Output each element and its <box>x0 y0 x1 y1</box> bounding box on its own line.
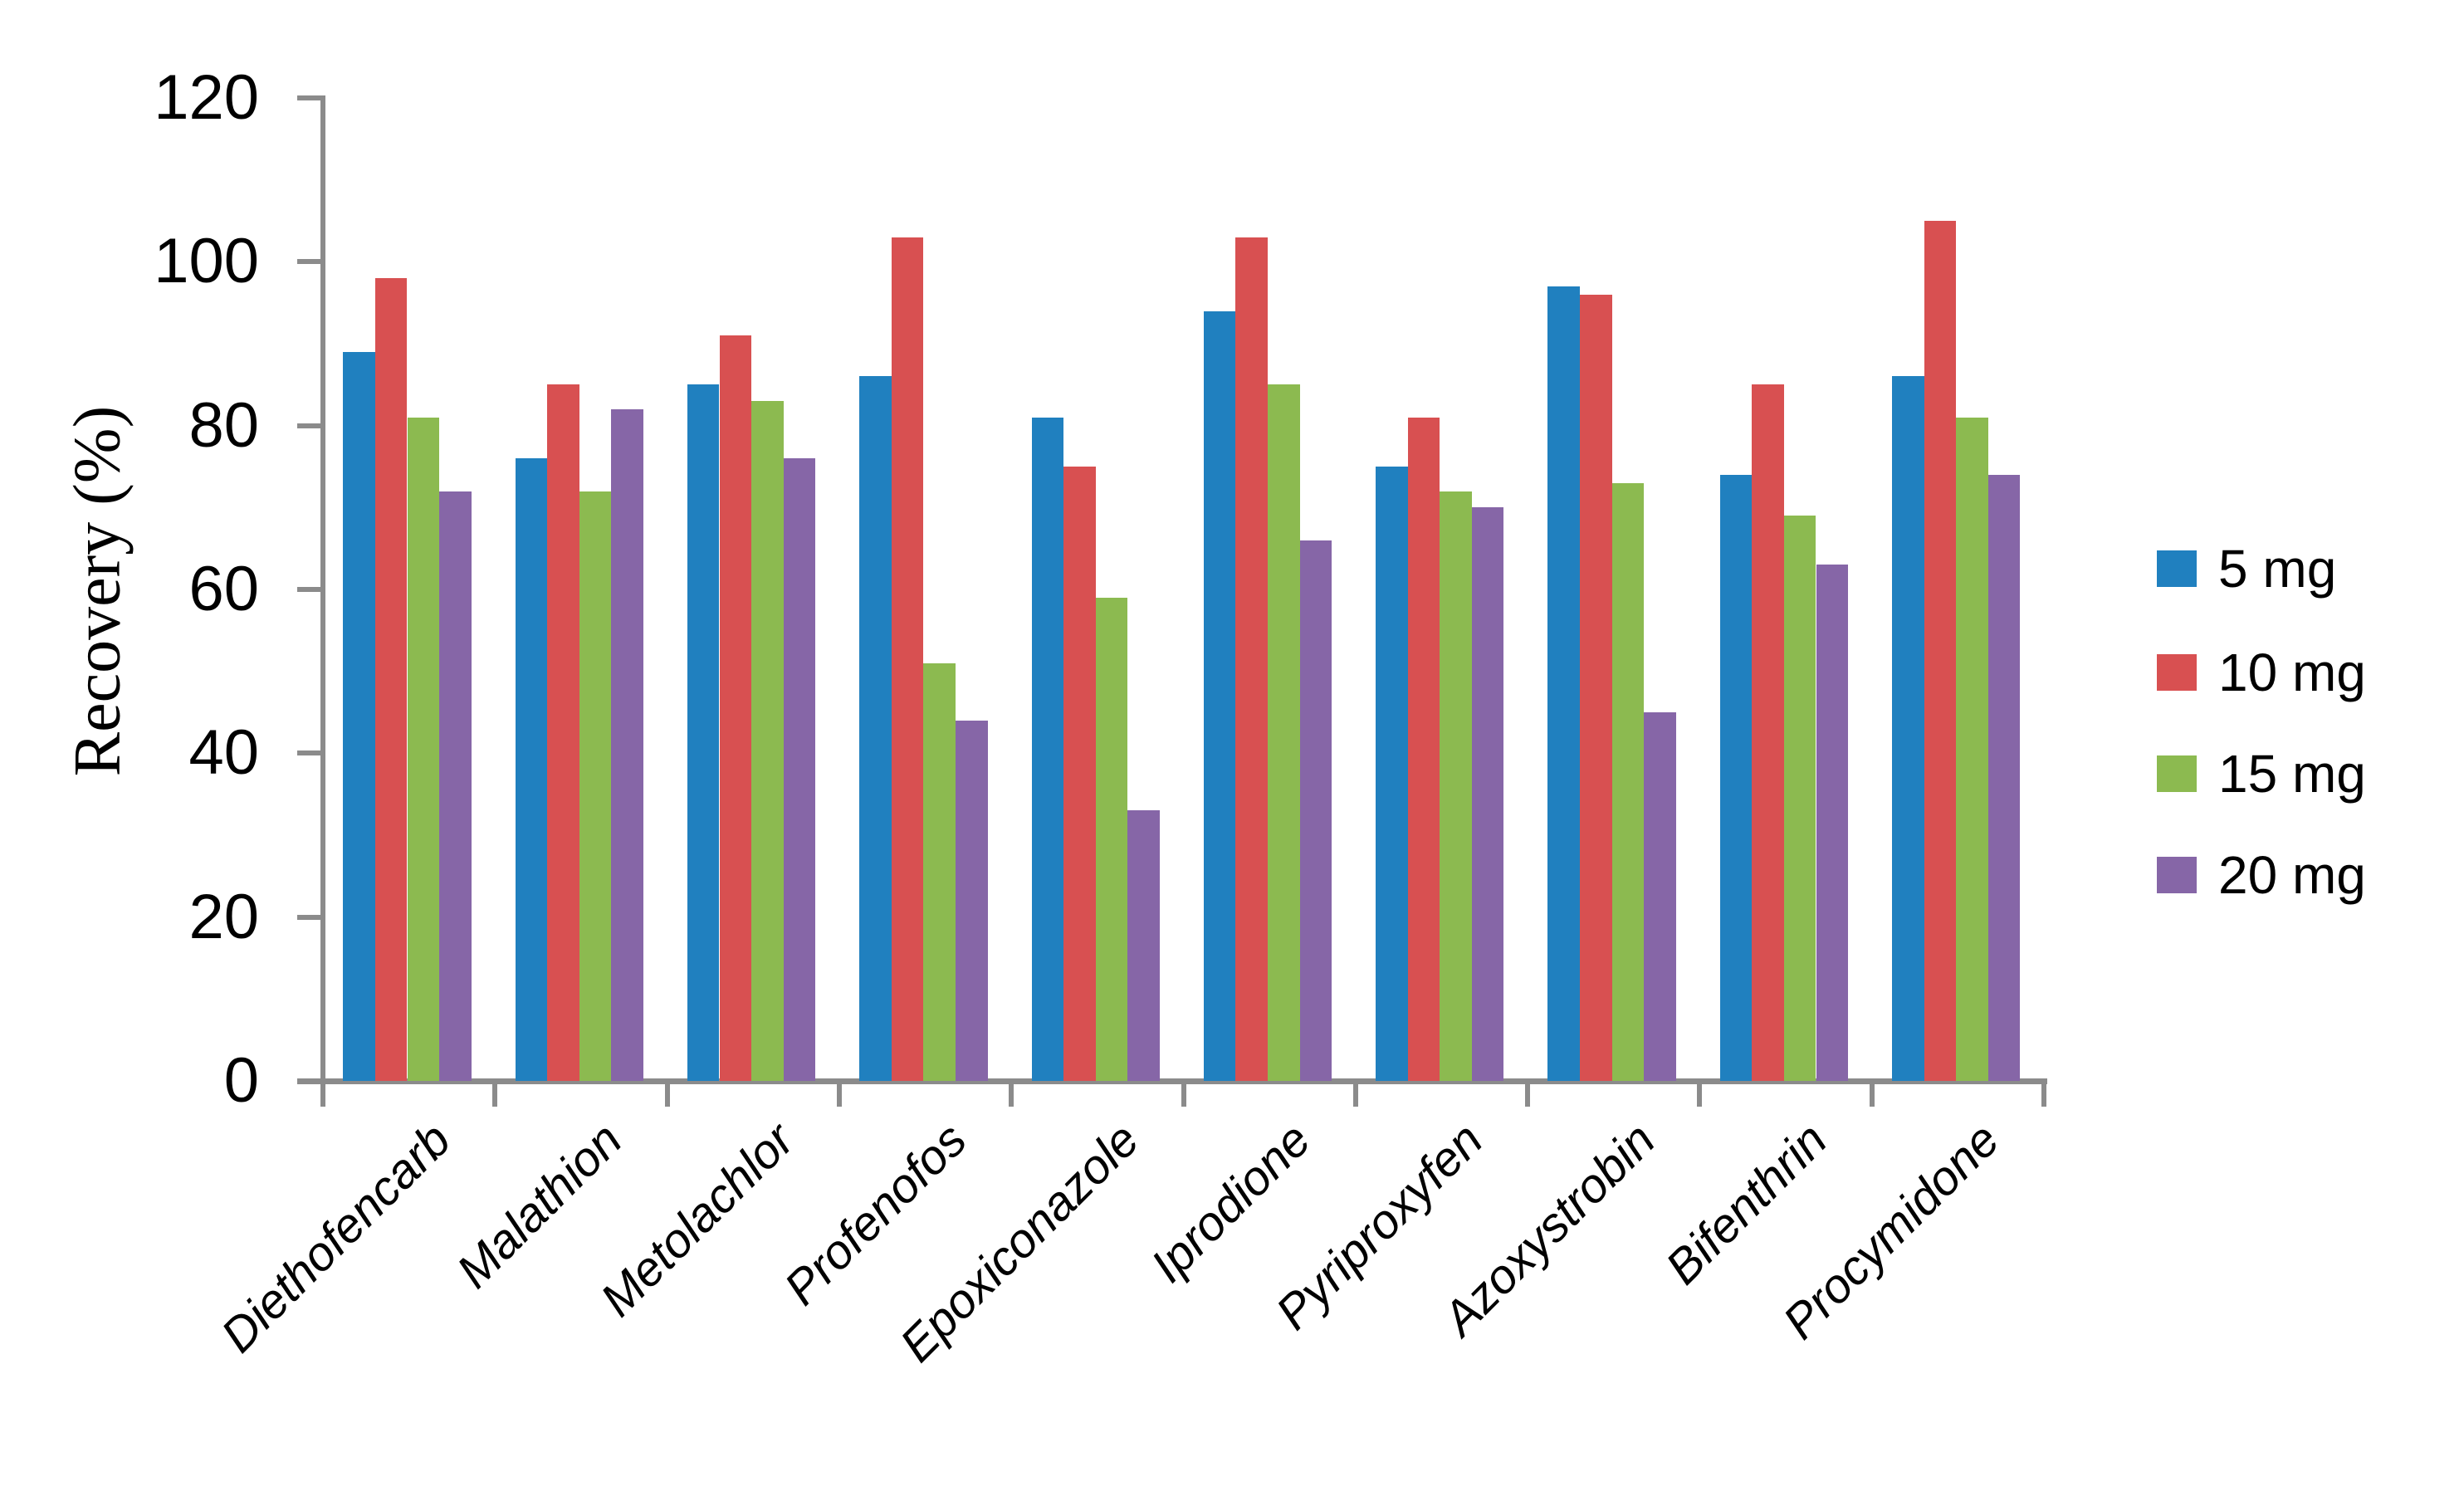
legend-entry-5mg: 5 mg <box>2157 542 2464 595</box>
x-tick <box>1869 1081 1875 1107</box>
x-tick <box>492 1081 498 1107</box>
y-tick <box>297 914 325 920</box>
bar-10mg-profenofos <box>891 237 924 1081</box>
bar-10mg-malathion <box>547 384 579 1081</box>
bar-5mg-profenofos <box>859 376 892 1081</box>
y-tick-label: 80 <box>188 389 259 461</box>
y-tick <box>297 750 325 756</box>
y-tick <box>297 259 325 265</box>
legend-entry-10mg: 10 mg <box>2157 646 2464 699</box>
legend-label-5mg: 5 mg <box>2218 539 2337 599</box>
bar-10mg-azoxystrobin <box>1580 294 1612 1081</box>
y-tick <box>297 586 325 592</box>
x-category-label: Iprodione <box>1141 1112 1322 1293</box>
x-tick <box>836 1081 842 1107</box>
x-tick <box>1009 1081 1014 1107</box>
bar-20mg-iprodione <box>1299 540 1332 1081</box>
bar-10mg-diethofencarb <box>374 278 408 1081</box>
x-tick <box>1697 1081 1703 1107</box>
x-tick <box>320 1081 325 1107</box>
bar-15mg-iprodione <box>1268 384 1300 1081</box>
bar-20mg-metolachlor <box>783 458 816 1081</box>
legend-label-15mg: 15 mg <box>2218 744 2366 804</box>
legend-entry-15mg: 15 mg <box>2157 747 2464 800</box>
bar-15mg-profenofos <box>923 662 956 1081</box>
y-tick <box>297 95 325 100</box>
legend-label-20mg: 20 mg <box>2218 845 2366 905</box>
y-tick-label: 20 <box>188 881 259 952</box>
legend-swatch-5mg <box>2157 550 2197 587</box>
x-tick <box>664 1081 670 1107</box>
bar-15mg-bifenthrin <box>1783 516 1816 1081</box>
bar-10mg-epoxiconazole <box>1063 466 1096 1081</box>
x-category-label: Diethofencarb <box>210 1112 461 1363</box>
y-tick-label: 60 <box>188 553 259 624</box>
bar-20mg-procymidone <box>1987 474 2021 1081</box>
x-tick <box>1525 1081 1531 1107</box>
bar-5mg-diethofencarb <box>343 351 375 1081</box>
bar-5mg-malathion <box>515 458 548 1081</box>
y-tick <box>297 423 325 428</box>
bar-20mg-malathion <box>611 408 643 1081</box>
y-tick <box>297 1078 325 1083</box>
bar-15mg-epoxiconazole <box>1095 597 1128 1081</box>
bar-15mg-diethofencarb <box>407 417 440 1081</box>
bar-15mg-malathion <box>579 491 612 1081</box>
bar-5mg-bifenthrin <box>1719 474 1753 1081</box>
x-category-label: Bifenthrin <box>1655 1112 1838 1295</box>
bar-15mg-procymidone <box>1956 417 1988 1081</box>
bar-10mg-pyriproxyfen <box>1407 417 1440 1081</box>
bar-5mg-epoxiconazole <box>1031 417 1064 1081</box>
bar-20mg-profenofos <box>956 720 988 1081</box>
bar-15mg-metolachlor <box>751 401 784 1081</box>
y-tick-label: 120 <box>154 61 259 133</box>
x-tick <box>1181 1081 1186 1107</box>
y-tick-label: 0 <box>223 1045 259 1116</box>
bar-10mg-bifenthrin <box>1752 384 1784 1081</box>
x-tick <box>1352 1081 1358 1107</box>
legend-swatch-20mg <box>2157 857 2197 893</box>
bar-5mg-iprodione <box>1203 310 1236 1081</box>
bar-20mg-epoxiconazole <box>1127 810 1160 1081</box>
bar-10mg-metolachlor <box>719 335 752 1081</box>
legend-swatch-15mg <box>2157 755 2197 792</box>
bar-10mg-iprodione <box>1235 237 1268 1081</box>
x-tick <box>2041 1081 2046 1107</box>
y-tick-label: 100 <box>154 226 259 297</box>
legend-label-10mg: 10 mg <box>2218 643 2366 702</box>
legend-entry-20mg: 20 mg <box>2157 848 2464 902</box>
y-tick-label: 40 <box>188 717 259 789</box>
x-axis-line <box>297 1078 2047 1084</box>
legend-swatch-10mg <box>2157 654 2197 691</box>
bar-20mg-diethofencarb <box>439 491 472 1081</box>
bar-15mg-azoxystrobin <box>1611 482 1645 1081</box>
bar-5mg-procymidone <box>1892 376 1924 1081</box>
bar-5mg-metolachlor <box>687 384 720 1081</box>
bar-20mg-bifenthrin <box>1816 565 1849 1081</box>
bar-20mg-azoxystrobin <box>1644 711 1676 1081</box>
bar-10mg-procymidone <box>1924 220 1957 1081</box>
bar-5mg-azoxystrobin <box>1547 286 1580 1081</box>
bar-15mg-pyriproxyfen <box>1440 491 1472 1081</box>
x-category-label: Malathion <box>447 1112 633 1298</box>
bar-5mg-pyriproxyfen <box>1376 466 1408 1081</box>
bar-20mg-pyriproxyfen <box>1471 507 1504 1081</box>
